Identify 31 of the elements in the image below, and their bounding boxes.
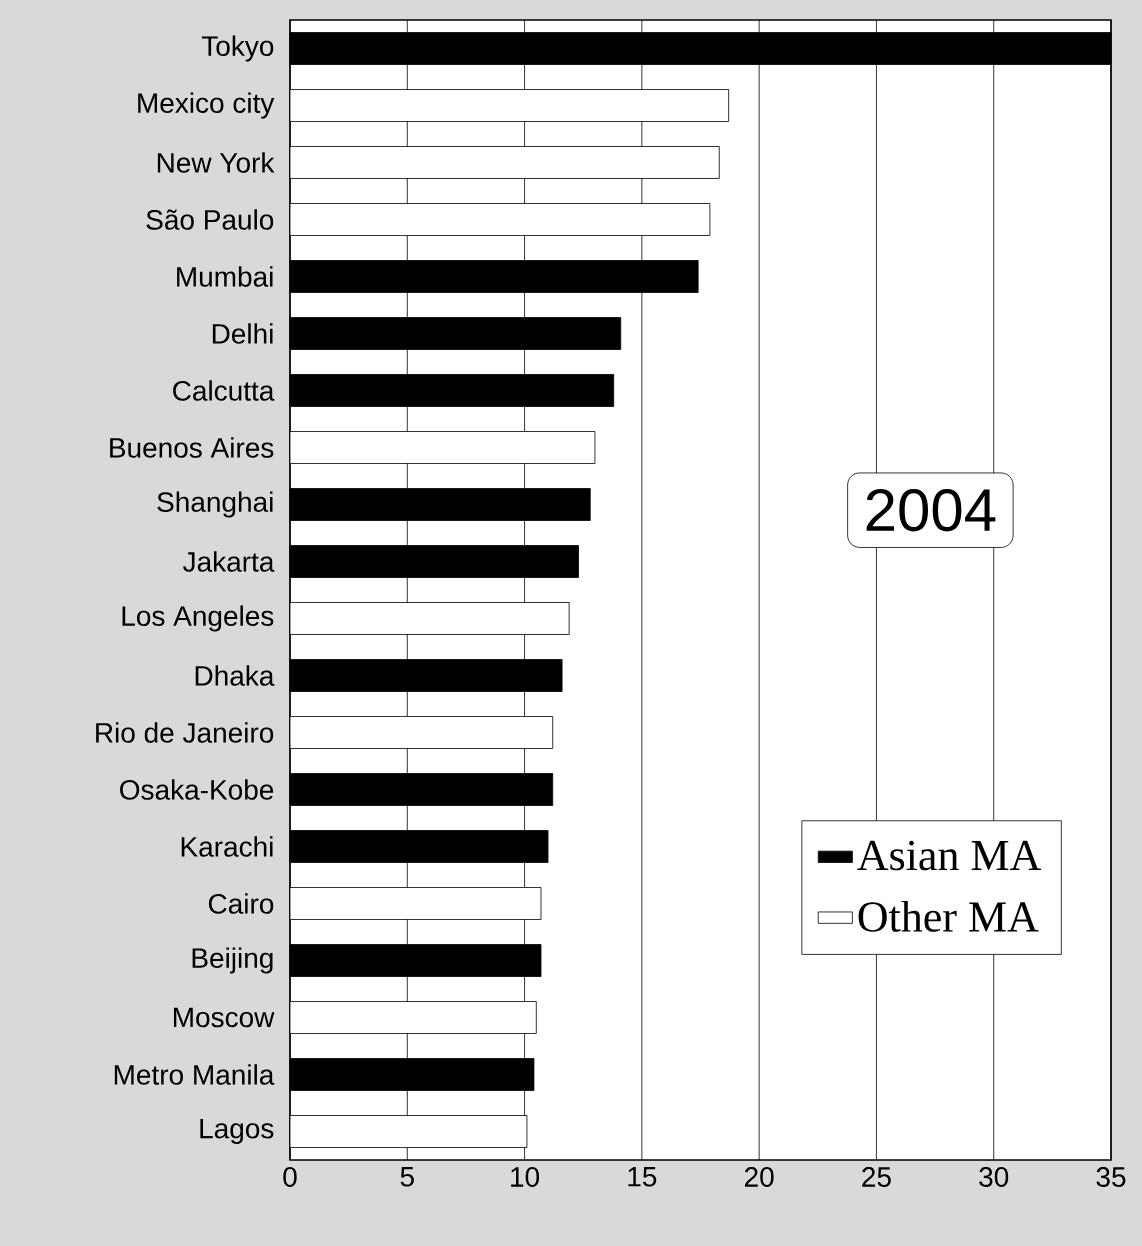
y-tick-label: Osaka-Kobe: [120, 779, 274, 800]
annotation: 2004: [866, 488, 996, 532]
y-tick-label: Karachi: [181, 836, 273, 857]
y-tick-label: Metro Manila: [114, 1064, 275, 1085]
y-tick-label: Cairo: [208, 893, 274, 914]
x-tick-label: 15: [628, 1167, 657, 1187]
x-tick-label: 0: [283, 1167, 297, 1187]
y-tick-label: Tokyo: [201, 35, 274, 62]
y-tick-label: Mumbai: [177, 266, 273, 287]
y-tick-label: Delhi: [212, 323, 273, 344]
y-tick-label: Jakarta: [183, 551, 275, 572]
y-tick-label: Calcutta: [173, 380, 275, 401]
x-tick-label: 30: [979, 1167, 1009, 1187]
y-tick-label: Lagos: [200, 1118, 274, 1145]
y-tick-label: Mexico city: [138, 92, 275, 119]
legend-label: Asian MA: [857, 840, 1042, 871]
y-tick-label: Moscow: [174, 1007, 275, 1028]
x-tick-label: 10: [511, 1167, 540, 1187]
y-tick-label: Dhaka: [195, 665, 275, 686]
y-tick-label: Beijing: [192, 947, 273, 974]
y-tick-label: São Paulo: [146, 209, 274, 230]
y-tick-label: New York: [157, 152, 275, 173]
legend-label: Other MA: [858, 900, 1039, 932]
y-tick-label: Buenos Aires: [110, 437, 274, 458]
x-tick-label: 25: [862, 1167, 891, 1187]
x-tick-label: 35: [1096, 1167, 1126, 1187]
y-tick-label: Los Angeles: [122, 605, 274, 632]
x-tick-label: 20: [744, 1167, 774, 1187]
x-tick-label: 5: [400, 1167, 414, 1187]
y-tick-label: Rio de Janeiro: [96, 722, 274, 743]
y-tick-label: Shanghai: [157, 491, 273, 518]
